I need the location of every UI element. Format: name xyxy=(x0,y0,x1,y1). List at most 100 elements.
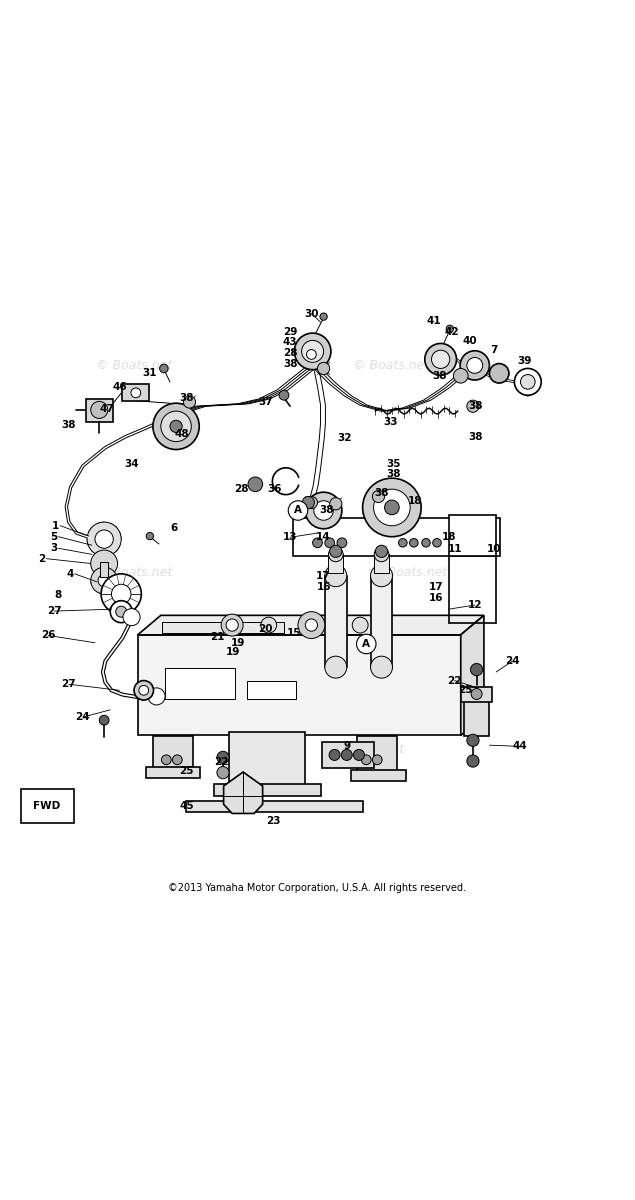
Text: 20: 20 xyxy=(258,624,273,634)
Circle shape xyxy=(328,547,343,562)
Circle shape xyxy=(116,606,127,617)
Circle shape xyxy=(467,734,479,746)
Text: 3: 3 xyxy=(51,544,58,553)
Circle shape xyxy=(325,656,347,678)
Text: 47: 47 xyxy=(100,404,114,414)
Circle shape xyxy=(161,755,171,764)
Circle shape xyxy=(173,755,182,764)
Bar xyxy=(248,680,296,698)
Circle shape xyxy=(153,403,199,450)
Bar xyxy=(461,686,493,702)
Circle shape xyxy=(170,420,182,432)
Text: 6: 6 xyxy=(171,523,178,533)
Text: 28: 28 xyxy=(234,484,248,494)
Bar xyxy=(138,635,461,736)
Text: 19: 19 xyxy=(231,637,246,648)
Text: 45: 45 xyxy=(179,802,194,811)
Circle shape xyxy=(91,550,117,577)
Text: 38: 38 xyxy=(179,392,194,403)
Bar xyxy=(448,515,496,557)
Circle shape xyxy=(312,538,323,547)
Text: 16: 16 xyxy=(316,582,331,592)
Text: 38: 38 xyxy=(387,469,401,479)
Circle shape xyxy=(161,412,191,442)
Circle shape xyxy=(410,539,418,547)
Circle shape xyxy=(307,349,316,359)
Circle shape xyxy=(399,539,407,547)
Circle shape xyxy=(385,500,399,515)
Text: 38: 38 xyxy=(319,505,334,516)
Circle shape xyxy=(123,608,140,625)
Text: 28: 28 xyxy=(283,348,297,358)
Text: 38: 38 xyxy=(283,359,297,368)
Text: © Boats.net: © Boats.net xyxy=(352,359,429,372)
Text: © Boats.net: © Boats.net xyxy=(371,566,447,580)
Circle shape xyxy=(467,755,479,767)
Text: 41: 41 xyxy=(426,316,441,326)
Polygon shape xyxy=(224,772,263,814)
Text: 10: 10 xyxy=(487,544,502,554)
Text: FWD: FWD xyxy=(32,802,60,811)
Circle shape xyxy=(373,490,410,526)
Circle shape xyxy=(352,617,368,634)
Text: 35: 35 xyxy=(387,458,401,468)
Text: 31: 31 xyxy=(143,368,157,378)
Circle shape xyxy=(329,750,340,761)
Circle shape xyxy=(159,364,168,373)
Circle shape xyxy=(320,313,327,320)
Text: 5: 5 xyxy=(51,532,58,541)
Circle shape xyxy=(371,565,392,587)
Circle shape xyxy=(490,364,509,383)
Circle shape xyxy=(467,400,479,413)
Text: 18: 18 xyxy=(441,533,456,542)
Bar xyxy=(229,732,305,787)
Circle shape xyxy=(341,750,352,761)
Polygon shape xyxy=(153,736,192,769)
Circle shape xyxy=(225,625,235,636)
Text: 42: 42 xyxy=(444,326,459,337)
Bar xyxy=(165,668,235,698)
Circle shape xyxy=(460,350,490,380)
Circle shape xyxy=(184,396,196,408)
Text: 38: 38 xyxy=(374,488,389,498)
Circle shape xyxy=(148,688,165,704)
Circle shape xyxy=(261,617,277,634)
Bar xyxy=(145,767,201,778)
Text: 39: 39 xyxy=(518,355,532,366)
Circle shape xyxy=(337,538,347,547)
Circle shape xyxy=(453,368,468,383)
Text: 4: 4 xyxy=(67,569,74,578)
Circle shape xyxy=(217,767,229,779)
Text: 38: 38 xyxy=(432,371,446,380)
Circle shape xyxy=(98,575,110,587)
Circle shape xyxy=(302,497,314,509)
Text: 25: 25 xyxy=(458,685,472,695)
Circle shape xyxy=(356,635,376,654)
Text: 33: 33 xyxy=(384,418,398,427)
Circle shape xyxy=(95,530,113,548)
Circle shape xyxy=(139,685,149,695)
Circle shape xyxy=(372,491,385,503)
Text: 9: 9 xyxy=(343,742,351,751)
Circle shape xyxy=(432,539,441,547)
Circle shape xyxy=(87,522,121,557)
Circle shape xyxy=(371,656,392,678)
Text: 36: 36 xyxy=(267,484,282,494)
Bar xyxy=(351,770,406,781)
Text: 11: 11 xyxy=(448,544,462,554)
Circle shape xyxy=(471,689,482,700)
Circle shape xyxy=(514,368,541,395)
Circle shape xyxy=(91,568,117,594)
Text: 22: 22 xyxy=(214,757,229,767)
Text: 17: 17 xyxy=(316,571,331,581)
Circle shape xyxy=(295,334,331,370)
Text: 24: 24 xyxy=(505,656,520,666)
Text: 38: 38 xyxy=(469,401,483,412)
Circle shape xyxy=(330,545,342,558)
Circle shape xyxy=(217,751,229,763)
Text: 43: 43 xyxy=(283,337,297,347)
Circle shape xyxy=(305,492,342,529)
Circle shape xyxy=(226,619,238,631)
Circle shape xyxy=(432,350,450,368)
Text: 40: 40 xyxy=(462,336,478,346)
